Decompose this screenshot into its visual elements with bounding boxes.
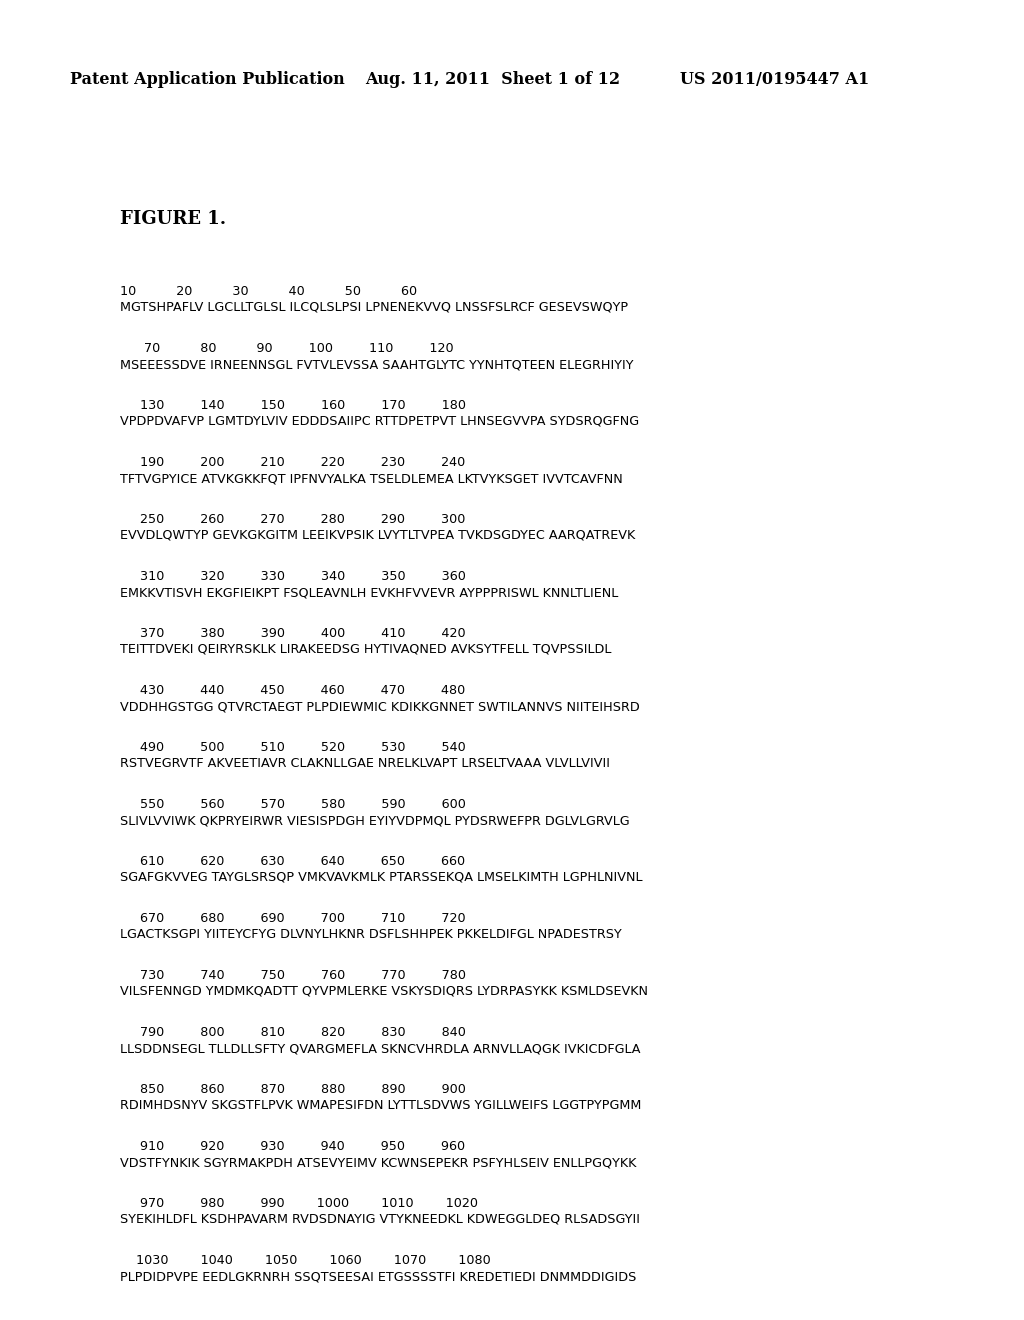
Text: VILSFENNGD YMDMKQADTT QYVPMLERKE VSKYSDIQRS LYDRPASYKK KSMLDSEVKN: VILSFENNGD YMDMKQADTT QYVPMLERKE VSKYSDI… [120, 985, 648, 998]
Text: 850         860         870         880         890         900: 850 860 870 880 890 900 [120, 1082, 466, 1096]
Text: 550         560         570         580         590         600: 550 560 570 580 590 600 [120, 799, 466, 810]
Text: 190         200         210         220         230         240: 190 200 210 220 230 240 [120, 455, 465, 469]
Text: MGTSHPAFLV LGCLLTGLSL ILCQLSLPSI LPNENEKVVQ LNSSFSLRCF GESEVSWQYP: MGTSHPAFLV LGCLLTGLSL ILCQLSLPSI LPNENEK… [120, 301, 628, 314]
Text: 430         440         450         460         470         480: 430 440 450 460 470 480 [120, 684, 465, 697]
Text: VDDHHGSTGG QTVRCTAEGT PLPDIEWMIC KDIKKGNNET SWTILANNVS NIITEIHSRD: VDDHHGSTGG QTVRCTAEGT PLPDIEWMIC KDIKKGN… [120, 700, 640, 713]
Text: EVVDLQWTYP GEVKGKGITM LEEIKVPSIK LVYTLTVPEA TVKDSGDYEC AARQATREVK: EVVDLQWTYP GEVKGKGITM LEEIKVPSIK LVYTLTV… [120, 529, 635, 543]
Text: 10          20          30          40          50          60: 10 20 30 40 50 60 [120, 285, 417, 298]
Text: FIGURE 1.: FIGURE 1. [120, 210, 226, 228]
Text: SGAFGKVVEG TAYGLSRSQP VMKVAVKMLK PTARSSEKQA LMSELKIMTH LGPHLNIVNL: SGAFGKVVEG TAYGLSRSQP VMKVAVKMLK PTARSSE… [120, 871, 642, 884]
Text: EMKKVTISVH EKGFIEIKPT FSQLEAVNLH EVKHFVVEVR AYPPPRISWL KNNLTLIENL: EMKKVTISVH EKGFIEIKPT FSQLEAVNLH EVKHFVV… [120, 586, 618, 599]
Text: LLSDDNSEGL TLLDLLSFTY QVARGMEFLA SKNCVHRDLA ARNVLLAQGK IVKICDFGLA: LLSDDNSEGL TLLDLLSFTY QVARGMEFLA SKNCVHR… [120, 1041, 640, 1055]
Text: Aug. 11, 2011  Sheet 1 of 12: Aug. 11, 2011 Sheet 1 of 12 [365, 71, 621, 88]
Text: MSEEESSDVE IRNEENNSGL FVTVLEVSSA SAAHTGLYTC YYNHTQTEEN ELEGRHIYIY: MSEEESSDVE IRNEENNSGL FVTVLEVSSA SAAHTGL… [120, 358, 634, 371]
Text: 490         500         510         520         530         540: 490 500 510 520 530 540 [120, 741, 466, 754]
Text: 130         140         150         160         170         180: 130 140 150 160 170 180 [120, 399, 466, 412]
Text: SYEKIHLDFL KSDHPAVARM RVDSDNAYIG VTYKNEEDKL KDWEGGLDEQ RLSADSGYII: SYEKIHLDFL KSDHPAVARM RVDSDNAYIG VTYKNEE… [120, 1213, 640, 1226]
Text: VDSTFYNKIK SGYRMAKPDH ATSEVYEIMV KCWNSEPEKR PSFYHLSEIV ENLLPGQYKK: VDSTFYNKIK SGYRMAKPDH ATSEVYEIMV KCWNSEP… [120, 1156, 636, 1170]
Text: RSTVEGRVTF AKVEETIAVR CLAKNLLGAE NRELKLVAPT LRSELTVAAA VLVLLVIVII: RSTVEGRVTF AKVEETIAVR CLAKNLLGAE NRELKLV… [120, 756, 610, 770]
Text: TEITTDVEKI QEIRYRSKLK LIRAKEEDSG HYTIVAQNED AVKSYTFELL TQVPSSILDL: TEITTDVEKI QEIRYRSKLK LIRAKEEDSG HYTIVAQ… [120, 643, 611, 656]
Text: 1030        1040        1050        1060        1070        1080: 1030 1040 1050 1060 1070 1080 [120, 1254, 490, 1267]
Text: 370         380         390         400         410         420: 370 380 390 400 410 420 [120, 627, 466, 640]
Text: VPDPDVAFVP LGMTDYLVIV EDDDSAIIPC RTTDPETPVT LHNSEGVVPA SYDSRQGFNG: VPDPDVAFVP LGMTDYLVIV EDDDSAIIPC RTTDPET… [120, 414, 639, 428]
Text: SLIVLVVIWK QKPRYEIRWR VIESISPDGH EYIYVDPMQL PYDSRWEFPR DGLVLGRVLG: SLIVLVVIWK QKPRYEIRWR VIESISPDGH EYIYVDP… [120, 814, 630, 828]
Text: 910         920         930         940         950         960: 910 920 930 940 950 960 [120, 1140, 465, 1152]
Text: 610         620         630         640         650         660: 610 620 630 640 650 660 [120, 855, 465, 869]
Text: 790         800         810         820         830         840: 790 800 810 820 830 840 [120, 1026, 466, 1039]
Text: 670         680         690         700         710         720: 670 680 690 700 710 720 [120, 912, 466, 925]
Text: TFTVGPYICE ATVKGKKFQT IPFNVYALKA TSELDLEMEA LKTVYKSGET IVVTCAVFNN: TFTVGPYICE ATVKGKKFQT IPFNVYALKA TSELDLE… [120, 473, 623, 484]
Text: 310         320         330         340         350         360: 310 320 330 340 350 360 [120, 570, 466, 583]
Text: US 2011/0195447 A1: US 2011/0195447 A1 [680, 71, 869, 88]
Text: 730         740         750         760         770         780: 730 740 750 760 770 780 [120, 969, 466, 982]
Text: Patent Application Publication: Patent Application Publication [70, 71, 345, 88]
Text: RDIMHDSNYV SKGSTFLPVK WMAPESIFDN LYTTLSDVWS YGILLWEIFS LGGTPYPGMM: RDIMHDSNYV SKGSTFLPVK WMAPESIFDN LYTTLSD… [120, 1100, 641, 1111]
Text: PLPDIDPVPE EEDLGKRNRH SSQTSEESAI ETGSSSSTFI KREDETIEDI DNMMDDIGIDS: PLPDIDPVPE EEDLGKRNRH SSQTSEESAI ETGSSSS… [120, 1270, 636, 1283]
Text: 250         260         270         280         290         300: 250 260 270 280 290 300 [120, 513, 465, 525]
Text: 970         980         990        1000        1010        1020: 970 980 990 1000 1010 1020 [120, 1197, 478, 1210]
Text: 70          80          90         100         110         120: 70 80 90 100 110 120 [120, 342, 454, 355]
Text: LGACTKSGPI YIITEYCFYG DLVNYLHKNR DSFLSHHPEK PKKELDIFGL NPADESTRSY: LGACTKSGPI YIITEYCFYG DLVNYLHKNR DSFLSHH… [120, 928, 622, 941]
